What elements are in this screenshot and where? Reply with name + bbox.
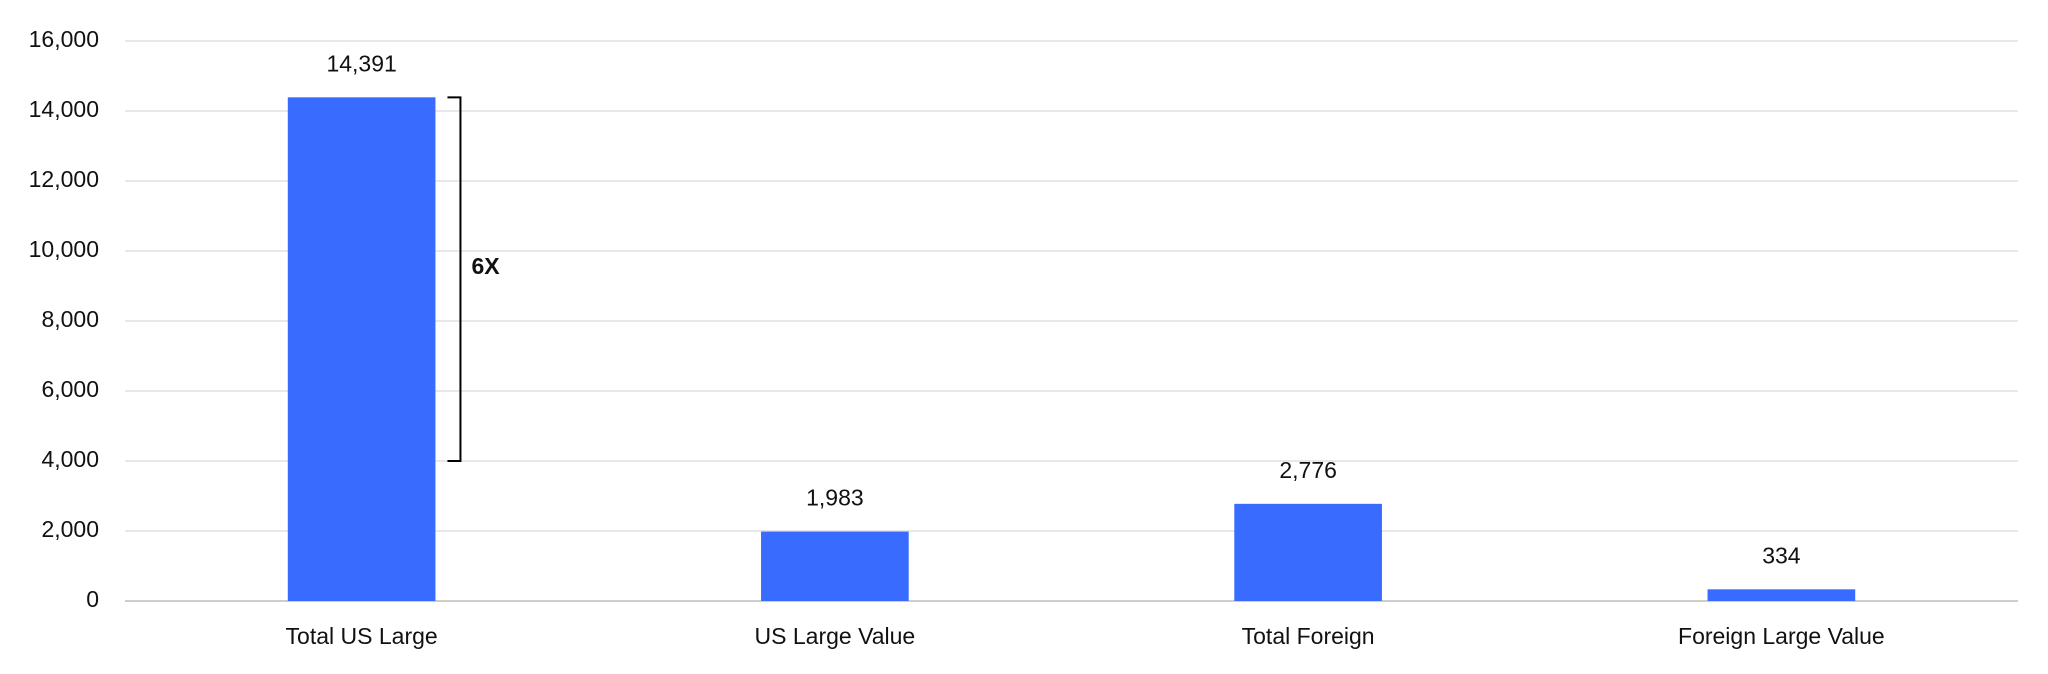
value-label: 14,391 bbox=[326, 50, 396, 76]
x-tick-label: Total US Large bbox=[286, 623, 438, 649]
annotation-label: 6X bbox=[471, 253, 500, 279]
x-tick-label: Foreign Large Value bbox=[1678, 623, 1885, 649]
value-label: 2,776 bbox=[1279, 457, 1337, 483]
x-tick-label: US Large Value bbox=[755, 623, 916, 649]
y-tick-label: 8,000 bbox=[41, 306, 99, 332]
bar bbox=[1707, 589, 1856, 601]
y-tick-label: 14,000 bbox=[29, 96, 99, 122]
y-tick-label: 6,000 bbox=[41, 376, 99, 402]
bracket bbox=[447, 96, 462, 462]
y-tick-label: 16,000 bbox=[29, 26, 99, 52]
value-label: 334 bbox=[1762, 542, 1801, 568]
y-tick-label: 4,000 bbox=[41, 446, 99, 472]
bar bbox=[1234, 503, 1382, 601]
y-tick-label: 0 bbox=[86, 586, 99, 612]
value-label: 1,983 bbox=[806, 485, 864, 511]
bar bbox=[287, 97, 436, 601]
bar bbox=[761, 531, 909, 601]
y-tick-label: 10,000 bbox=[29, 236, 99, 262]
y-tick-label: 12,000 bbox=[29, 166, 99, 192]
y-tick-label: 2,000 bbox=[41, 516, 99, 542]
x-tick-label: Total Foreign bbox=[1242, 623, 1375, 649]
